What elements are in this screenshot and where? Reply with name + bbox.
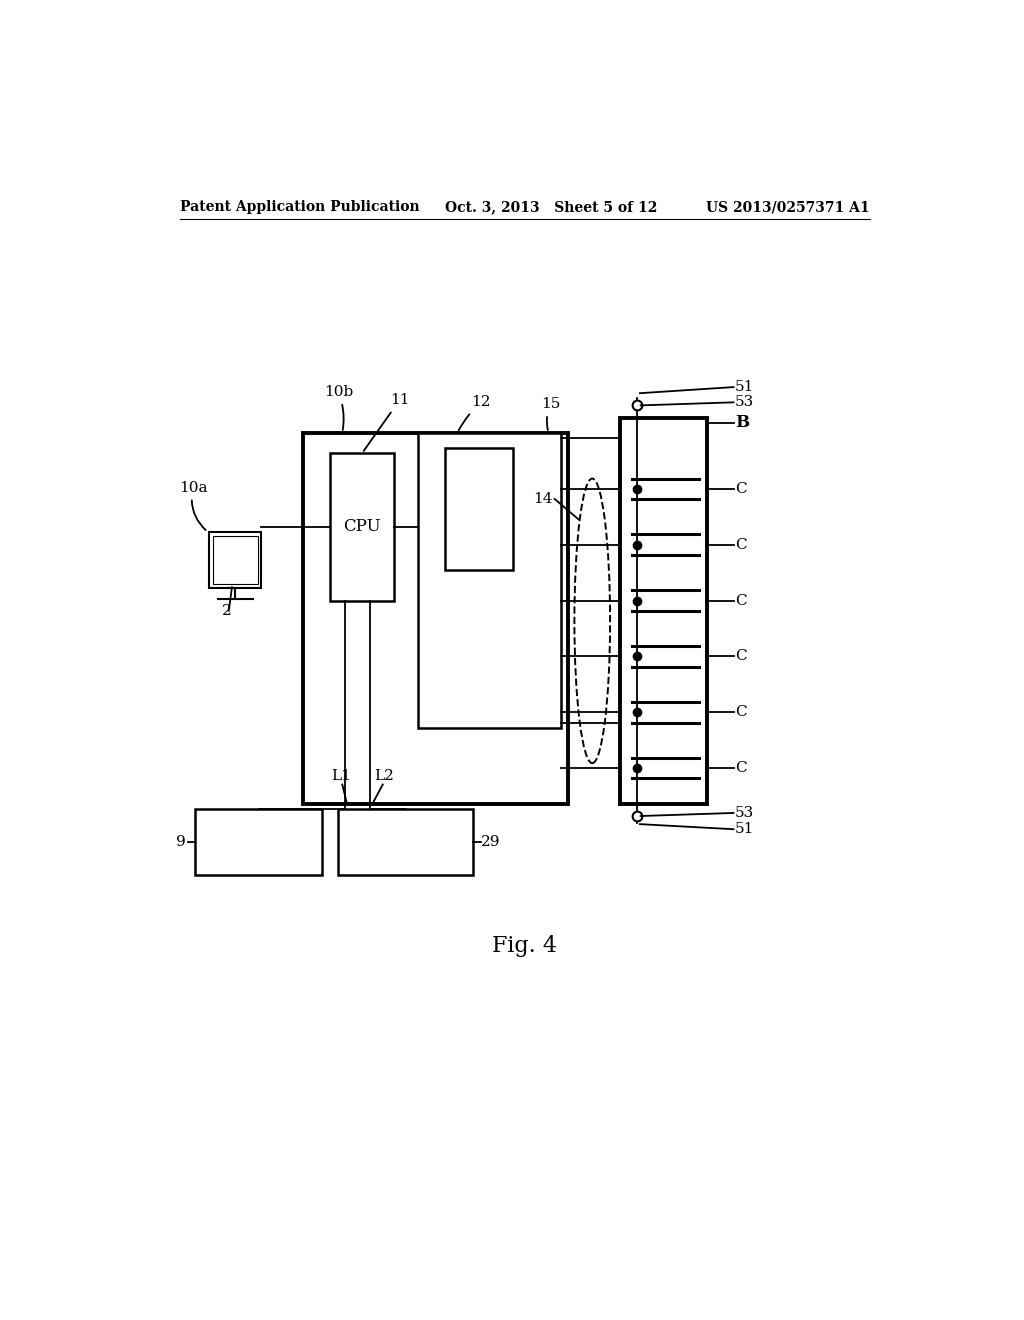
- FancyBboxPatch shape: [303, 433, 568, 804]
- Text: 10a: 10a: [179, 480, 207, 531]
- Text: Patent Application Publication: Patent Application Publication: [179, 201, 419, 214]
- FancyBboxPatch shape: [331, 453, 394, 601]
- Text: 53: 53: [735, 395, 755, 409]
- Text: Oct. 3, 2013   Sheet 5 of 12: Oct. 3, 2013 Sheet 5 of 12: [445, 201, 657, 214]
- Text: 12: 12: [459, 396, 490, 430]
- Text: B: B: [735, 414, 750, 432]
- FancyBboxPatch shape: [338, 809, 473, 875]
- Text: C: C: [735, 649, 746, 664]
- Text: 15: 15: [542, 397, 561, 430]
- Text: L2: L2: [375, 770, 394, 784]
- FancyBboxPatch shape: [445, 447, 513, 570]
- Text: 10b: 10b: [324, 385, 353, 430]
- Text: CPU: CPU: [343, 519, 381, 536]
- Text: 53: 53: [735, 807, 755, 820]
- Text: C: C: [735, 482, 746, 496]
- Text: C: C: [735, 705, 746, 719]
- FancyBboxPatch shape: [418, 433, 560, 727]
- Text: C: C: [735, 762, 746, 775]
- FancyBboxPatch shape: [209, 532, 261, 587]
- Text: C: C: [735, 594, 746, 607]
- Text: 2: 2: [222, 603, 232, 618]
- Text: 9: 9: [176, 836, 186, 849]
- Text: Fig. 4: Fig. 4: [493, 935, 557, 957]
- Text: 29: 29: [481, 836, 501, 849]
- Text: 11: 11: [364, 393, 410, 451]
- FancyBboxPatch shape: [196, 809, 323, 875]
- Text: 14: 14: [532, 492, 552, 506]
- Text: C: C: [735, 537, 746, 552]
- FancyBboxPatch shape: [213, 536, 258, 583]
- FancyBboxPatch shape: [620, 417, 708, 804]
- Text: 51: 51: [735, 822, 755, 837]
- Text: L1: L1: [331, 770, 350, 784]
- Text: 51: 51: [735, 380, 755, 395]
- Text: US 2013/0257371 A1: US 2013/0257371 A1: [707, 201, 870, 214]
